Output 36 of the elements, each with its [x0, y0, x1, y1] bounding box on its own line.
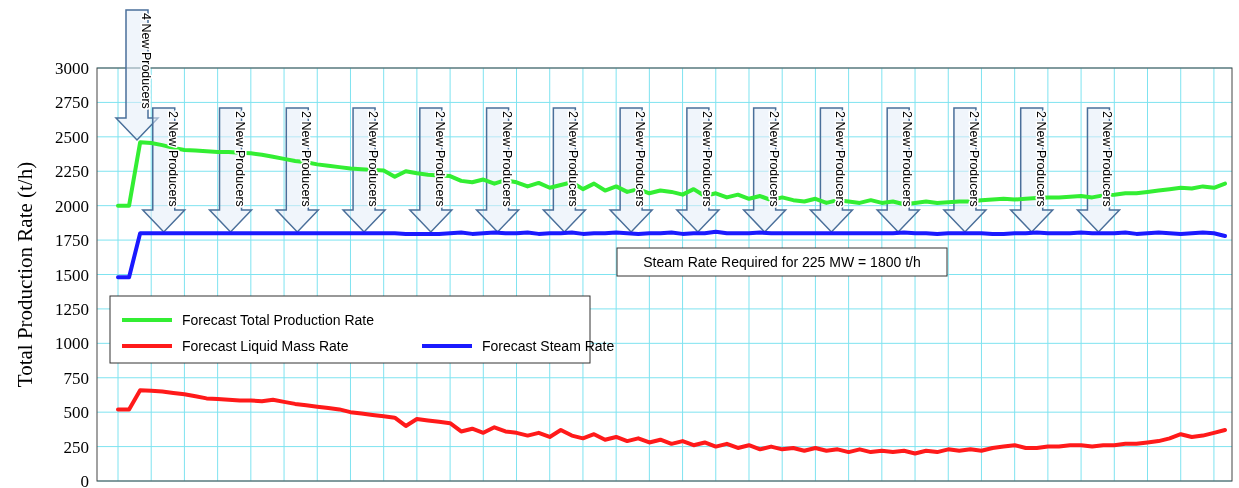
- y-tick-label: 1250: [55, 299, 89, 319]
- annotation: 2 New Producers: [900, 111, 915, 207]
- y-tick-label: 0: [80, 472, 89, 488]
- annotation: 2 New Producers: [766, 111, 781, 207]
- annotation: 2 New Producers: [165, 111, 180, 207]
- legend-label: Forecast Liquid Mass Rate: [182, 338, 349, 354]
- line-series: [116, 229, 1227, 280]
- annotation: 2 New Producers: [366, 111, 381, 207]
- line-series: [116, 388, 1227, 456]
- legend-label: Forecast Steam Rate: [482, 338, 615, 354]
- annotation: 2 New Producers: [1033, 111, 1048, 207]
- y-tick-label: 1000: [55, 334, 89, 354]
- annotation: 2 New Producers: [499, 111, 514, 207]
- y-tick-label: 1750: [55, 231, 89, 251]
- annotation: 2 New Producers: [699, 111, 714, 207]
- y-tick-label: 3000: [55, 59, 89, 78]
- y-tick-label: 500: [63, 403, 89, 423]
- annotation: 2 New Producers: [1100, 111, 1115, 207]
- annotation: Steam Rate Required for 225 MW = 1800 t/h: [643, 254, 921, 270]
- y-axis-title: Total Production Rate (t/h): [13, 161, 37, 388]
- annotation: 2 New Producers: [966, 111, 981, 207]
- y-tick-label: 2250: [55, 162, 89, 182]
- annotation: 2 New Producers: [299, 111, 314, 207]
- y-tick-label: 750: [63, 368, 89, 388]
- legend-label: Forecast Total Production Rate: [182, 312, 375, 328]
- annotation: 2 New Producers: [232, 111, 247, 207]
- annotation: 4 New Producers: [139, 13, 153, 109]
- annotation: 2 New Producers: [833, 111, 848, 207]
- annotation: 2 New Producers: [633, 111, 648, 207]
- y-tick-label: 2750: [55, 93, 89, 113]
- y-tick-label: 2000: [55, 196, 89, 216]
- annotation: 2 New Producers: [566, 111, 581, 207]
- y-tick-label: 250: [63, 437, 89, 457]
- y-tick-label: 2500: [55, 127, 89, 147]
- y-tick-label: 1500: [55, 265, 89, 285]
- annotation: 2 New Producers: [432, 111, 447, 207]
